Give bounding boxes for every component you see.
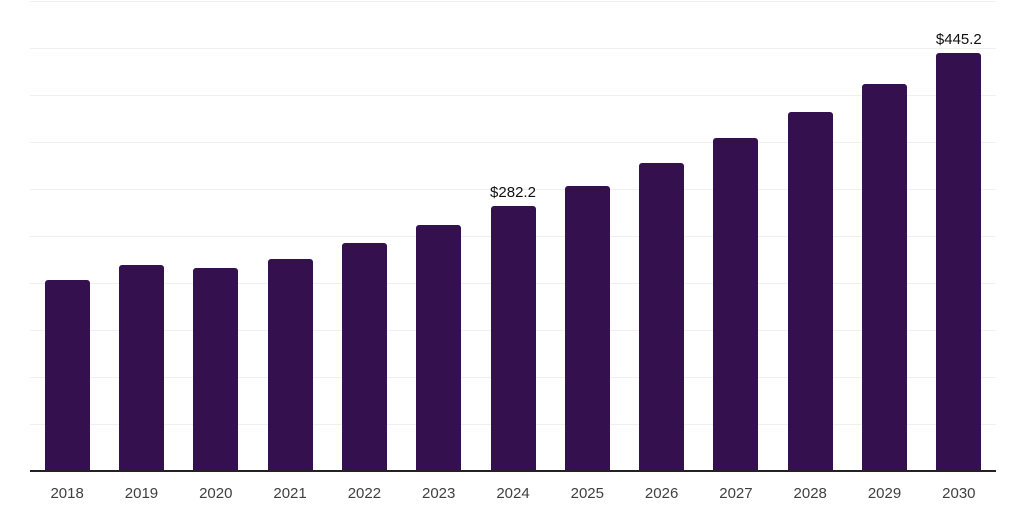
bar-2024 bbox=[490, 205, 536, 471]
x-axis-tick-label-2030: 2030 bbox=[942, 485, 976, 502]
x-axis-tick-label-2028: 2028 bbox=[793, 485, 827, 502]
bar-2026 bbox=[639, 162, 685, 471]
x-axis-tick-label-2029: 2029 bbox=[867, 485, 902, 502]
x-axis-tick-label-2021: 2021 bbox=[273, 485, 307, 502]
x-axis-tick-label-2022: 2022 bbox=[347, 485, 382, 502]
x-axis-tick-label-2019: 2019 bbox=[124, 485, 159, 502]
bar-2023 bbox=[416, 224, 462, 471]
x-axis-tick-label-2027: 2027 bbox=[719, 485, 753, 502]
gridline bbox=[30, 142, 996, 143]
gridline bbox=[30, 95, 996, 96]
x-axis-tick-label-2020: 2020 bbox=[199, 485, 233, 502]
bar-2028 bbox=[787, 111, 833, 471]
gridline bbox=[30, 189, 996, 190]
bar-value-label-2030: $445.2 bbox=[935, 30, 982, 48]
bar-2029 bbox=[862, 83, 908, 471]
bar-value-label-2024: $282.2 bbox=[490, 183, 536, 201]
bar-2021 bbox=[267, 258, 313, 471]
bar-2027 bbox=[713, 138, 759, 471]
bar-2030 bbox=[936, 52, 982, 471]
bar-2018 bbox=[44, 280, 90, 471]
x-axis-tick-label-2023: 2023 bbox=[422, 485, 456, 502]
bar-2022 bbox=[341, 242, 387, 471]
x-axis-tick-label-2026: 2026 bbox=[644, 485, 679, 502]
x-axis-tick-label-2018: 2018 bbox=[50, 485, 84, 502]
x-axis-tick-label-2024: 2024 bbox=[496, 485, 530, 502]
x-axis-line bbox=[30, 470, 996, 472]
x-axis-tick-label-2025: 2025 bbox=[570, 485, 604, 502]
gridline bbox=[30, 48, 996, 49]
gridline bbox=[30, 1, 996, 2]
plot-area: $282.2 $445.2 bbox=[30, 1, 996, 471]
bar-2020 bbox=[193, 267, 239, 471]
bar-2019 bbox=[118, 265, 164, 471]
bar-2025 bbox=[564, 186, 610, 471]
